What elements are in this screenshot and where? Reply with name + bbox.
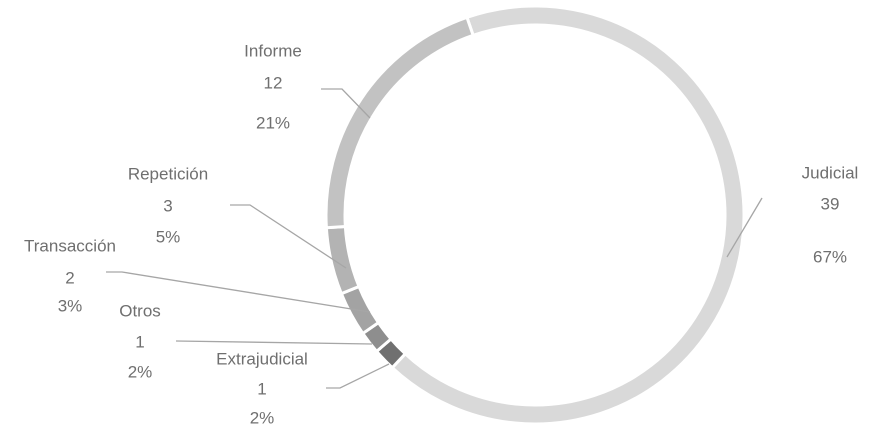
leader-line (321, 88, 371, 119)
slice-label: Transacción (24, 236, 116, 255)
slice-label: Judicial (802, 163, 859, 182)
slice-label: Otros (119, 301, 161, 320)
percent-label: 2% (128, 362, 153, 381)
leader-line (230, 204, 347, 269)
leader-line (106, 271, 371, 313)
value-label: 3 (163, 196, 172, 215)
donut-slice (324, 224, 361, 296)
value-label: 2 (65, 268, 74, 287)
value-label: 1 (135, 332, 144, 351)
donut-slice (390, 4, 746, 426)
percent-label: 3% (58, 296, 83, 315)
percent-label: 5% (156, 227, 181, 246)
donut-slice (324, 15, 476, 230)
leader-line (175, 340, 373, 345)
leader-line (726, 197, 763, 258)
leader-line (326, 363, 390, 389)
value-label: 12 (264, 73, 283, 92)
slice-label: Extrajudicial (216, 349, 308, 368)
value-label: 1 (257, 379, 266, 398)
value-label: 39 (821, 194, 840, 213)
slice-label: Repetición (128, 164, 208, 183)
percent-label: 21% (256, 113, 290, 132)
percent-label: 2% (250, 408, 275, 426)
percent-label: 67% (813, 247, 847, 266)
slice-label: Informe (244, 41, 302, 60)
